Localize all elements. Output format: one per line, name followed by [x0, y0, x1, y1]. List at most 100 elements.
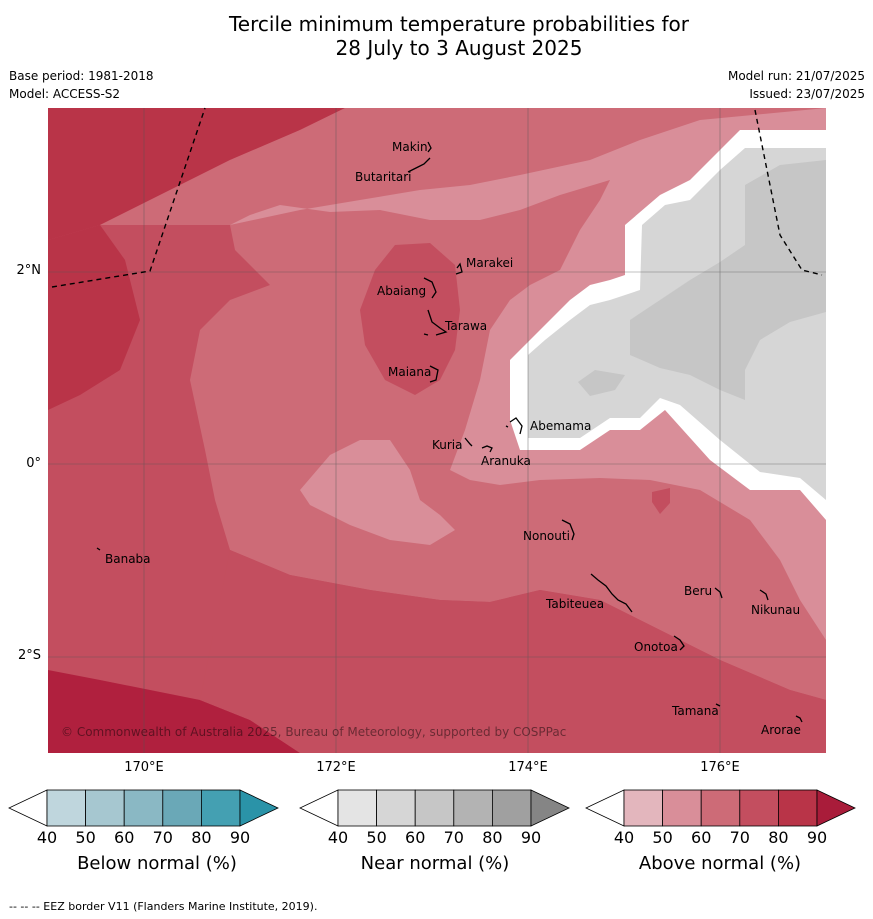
colorbar-near-low-extension: [299, 789, 339, 827]
base-period: Base period: 1981-2018: [9, 69, 154, 83]
lat-tick-2n: 2°N: [16, 263, 42, 278]
model-name: Model: ACCESS-S2: [9, 87, 121, 101]
eez-border-east: [754, 109, 823, 276]
lat-tick-2s: 2°S: [17, 648, 41, 663]
label-kuria: Kuria: [432, 438, 463, 452]
probability-field: [48, 108, 826, 753]
island-beru: [714, 587, 723, 599]
colorbar-near-tick-40: 40: [327, 828, 349, 847]
label-maiana: Maiana: [388, 365, 431, 379]
colorbar-above-bin-70: [739, 789, 779, 827]
label-beru: Beru: [684, 584, 712, 598]
island-maiana: [429, 365, 439, 383]
place-labels: Makin Butaritari Marakei Abaiang Tarawa …: [105, 140, 801, 737]
label-marakei: Marakei: [466, 256, 513, 270]
colorbar-below-bin-80: [200, 789, 241, 827]
island-abaiang: [423, 277, 437, 299]
colorbar-above-bin-60: [700, 789, 741, 827]
colorbar-near-tick-70: 70: [443, 828, 464, 847]
colorbar-above-bin-40: [623, 789, 663, 827]
colorbar-below-bin-70: [162, 789, 202, 827]
islands: [96, 141, 803, 723]
colorbars: [8, 789, 856, 827]
zone-70-80-south: [200, 550, 826, 753]
colorbar-above-tick-70: 70: [729, 828, 750, 847]
map-title: Tercile minimum temperature probabilitie…: [0, 12, 873, 60]
eez-border-west: [51, 107, 206, 288]
colorbar-near-bin-80: [491, 789, 532, 827]
island-makin: [427, 141, 432, 153]
colorbar-below-tick-40: 40: [36, 828, 58, 847]
colorbar-below-tick-80: 80: [191, 828, 212, 847]
colorbar-below-tick-70: 70: [152, 828, 173, 847]
colorbar-below-bin-60: [123, 789, 164, 827]
lon-tick-174e: 174°E: [508, 760, 548, 775]
colorbar-near-tick-50: 50: [366, 828, 387, 847]
label-nikunau: Nikunau: [751, 603, 800, 617]
zone-70-80-tarawa: [360, 243, 460, 395]
model-run: Model run: 21/07/2025: [727, 69, 865, 83]
label-nonouti: Nonouti: [523, 529, 570, 543]
island-aranuka: [481, 445, 493, 453]
title-line-1: Tercile minimum temperature probabilitie…: [228, 12, 690, 36]
issued-date: Issued: 23/07/2025: [749, 87, 865, 101]
colorbar-above-tick-50: 50: [652, 828, 673, 847]
colorbar-near-bin-50: [376, 789, 416, 827]
island-abemama-islet: [505, 425, 509, 428]
label-abaiang: Abaiang: [377, 284, 426, 298]
colorbar-below-tick-90: 90: [229, 828, 251, 847]
colorbar-near-tick-60: 60: [405, 828, 426, 847]
island-tamana: [715, 703, 721, 707]
island-abemama: [509, 417, 523, 435]
colorbar-below-bin-40: [46, 789, 86, 827]
colorbar-below-tick-60: 60: [114, 828, 135, 847]
island-banaba: [96, 547, 101, 551]
title-line-2: 28 July to 3 August 2025: [335, 36, 583, 60]
colorbar-below-tick-50: 50: [75, 828, 96, 847]
colorbar-above-tick-60: 60: [691, 828, 712, 847]
copyright-notice: © Commonwealth of Australia 2025, Bureau…: [61, 725, 566, 739]
colorbar-above-low-extension: [585, 789, 625, 827]
colorbar-above-high-extension: [816, 789, 856, 827]
island-marakei: [455, 262, 463, 275]
colorbar-above-tick-40: 40: [613, 828, 635, 847]
colorbar-near-bin-60: [414, 789, 455, 827]
colorbar-above-label: Above normal (%): [638, 853, 802, 874]
colorbar-above-tick-90: 90: [806, 828, 828, 847]
zone-70-80-patch: [652, 488, 670, 514]
label-aranuka: Aranuka: [481, 454, 531, 468]
label-makin: Makin: [392, 140, 428, 154]
colorbar-below-label: Below normal (%): [77, 853, 237, 874]
meta-left: Base period: 1981-2018 Model: ACCESS-S2: [9, 69, 154, 105]
eez-borders: [51, 107, 823, 288]
island-onotoa: [673, 635, 685, 651]
island-nonouti: [561, 519, 575, 541]
lon-tick-176e: 176°E: [700, 760, 740, 775]
zone-80-90-north: [48, 108, 345, 240]
zone-80-90-west: [48, 225, 140, 410]
colorbar-near-bin-70: [453, 789, 493, 827]
zone-50-60-southwest: [300, 440, 455, 545]
island-nikunau: [759, 589, 769, 601]
island-tabiteuea: [590, 573, 633, 613]
label-tabiteuea: Tabiteuea: [545, 597, 604, 611]
colorbar-near-high-extension: [530, 789, 570, 827]
lon-tick-170e: 170°E: [124, 760, 164, 775]
zone-90-south: [48, 670, 300, 753]
meta-right: Model run: 21/07/2025 Issued: 23/07/2025: [728, 69, 865, 105]
colorbar-below-bin-50: [85, 789, 125, 827]
colorbar-near-bin-40: [337, 789, 377, 827]
colorbar-near-tick-90: 90: [520, 828, 542, 847]
island-butaritari: [407, 157, 431, 173]
footer-eez-note: -- -- -- EEZ border V11 (Flanders Marine…: [9, 900, 318, 913]
label-tamana: Tamana: [671, 704, 719, 718]
label-onotoa: Onotoa: [634, 640, 678, 654]
label-butaritari: Butaritari: [355, 170, 412, 184]
colorbar-above-bin-50: [662, 789, 702, 827]
label-arorae: Arorae: [761, 723, 801, 737]
label-banaba: Banaba: [105, 552, 151, 566]
island-kuria: [464, 437, 473, 447]
island-arorae: [795, 715, 803, 723]
island-tarawa: [427, 309, 448, 336]
